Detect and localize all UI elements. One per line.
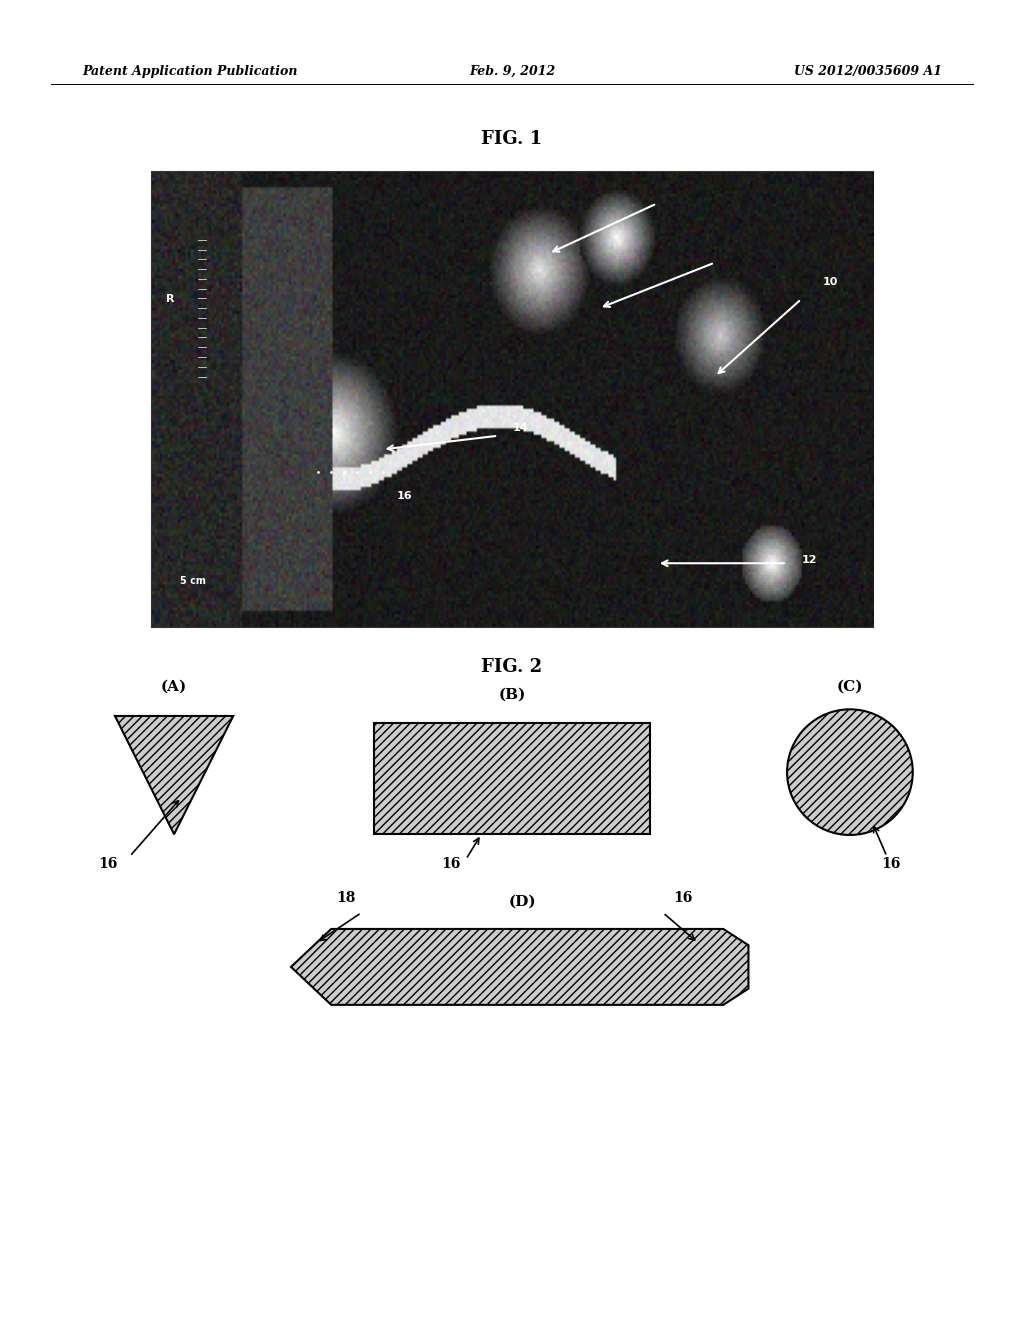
Text: 18: 18 [337,891,356,904]
Text: 16: 16 [98,857,117,871]
Text: US 2012/0035609 A1: US 2012/0035609 A1 [794,65,942,78]
Text: FIG. 2: FIG. 2 [481,657,543,676]
Text: 5 cm: 5 cm [180,576,206,586]
PathPatch shape [291,929,749,1005]
Text: 14: 14 [512,424,528,433]
Text: 10: 10 [823,277,839,288]
Text: Feb. 9, 2012: Feb. 9, 2012 [469,65,555,78]
Ellipse shape [787,709,912,836]
Text: 16: 16 [882,857,901,871]
Text: (A): (A) [161,680,187,694]
Bar [374,723,650,834]
Bar [152,172,873,627]
Polygon shape [115,715,233,834]
Text: 16: 16 [441,857,460,871]
Text: 16: 16 [397,491,413,502]
Text: R: R [166,294,174,304]
Text: 12: 12 [801,556,817,565]
Text: (B): (B) [499,688,525,701]
Text: 16: 16 [674,891,693,904]
Text: (D): (D) [509,895,536,909]
Text: (C): (C) [837,680,863,694]
Text: Patent Application Publication: Patent Application Publication [82,65,297,78]
Text: FIG. 1: FIG. 1 [481,129,543,148]
